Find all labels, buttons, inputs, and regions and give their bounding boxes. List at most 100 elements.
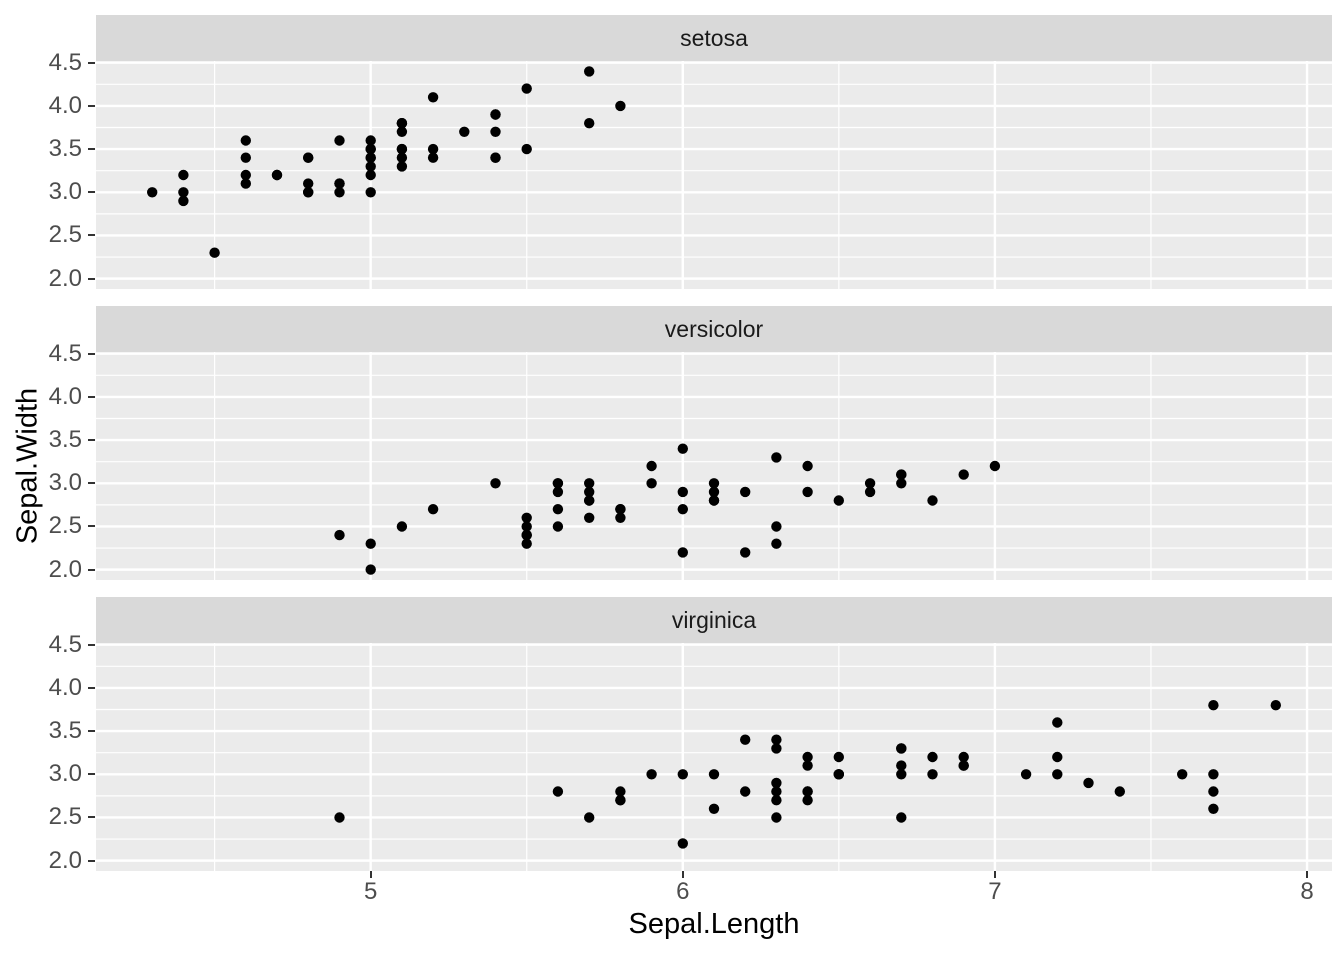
- data-point: [365, 143, 376, 155]
- data-point: [178, 195, 189, 207]
- data-point: [677, 486, 688, 498]
- y-tick-mark: [88, 104, 95, 107]
- data-point: [771, 538, 782, 549]
- data-point: [490, 126, 501, 137]
- data-point: [615, 795, 626, 806]
- data-point: [303, 152, 314, 163]
- data-point: [1270, 700, 1282, 711]
- facet-panel-versicolor: [96, 352, 1332, 580]
- data-point: [240, 169, 251, 181]
- data-point: [646, 769, 657, 780]
- data-point: [521, 529, 532, 541]
- data-point: [334, 187, 345, 198]
- data-point: [1177, 769, 1188, 780]
- data-point: [334, 135, 345, 146]
- y-tick-mark: [88, 234, 95, 237]
- data-point: [740, 786, 751, 797]
- data-point: [771, 452, 782, 463]
- y-tick-mark: [88, 191, 95, 194]
- data-point: [677, 443, 688, 454]
- data-point: [365, 135, 376, 146]
- data-point: [927, 769, 938, 780]
- x-tick-mark: [369, 871, 372, 878]
- data-point: [427, 152, 439, 163]
- data-point: [427, 143, 439, 155]
- gridlines-major: [96, 643, 1332, 871]
- data-point: [615, 504, 626, 515]
- data-point: [396, 161, 408, 172]
- data-point: [677, 547, 688, 558]
- data-point: [396, 521, 408, 532]
- facet-strip-label: versicolor: [664, 315, 764, 342]
- data-point: [521, 512, 532, 523]
- data-point: [771, 734, 782, 745]
- data-point: [708, 769, 720, 780]
- x-tick-label: 7: [988, 878, 1002, 905]
- facet-strip-label: setosa: [680, 24, 748, 51]
- y-tick-label: 2.0: [48, 846, 82, 874]
- data-point: [1208, 786, 1219, 797]
- data-point: [927, 495, 938, 506]
- gridlines-minor: [96, 643, 1332, 871]
- data-point: [802, 486, 813, 498]
- facet-panel-setosa: [96, 61, 1332, 289]
- data-point: [365, 169, 376, 181]
- data-point: [864, 486, 876, 498]
- data-point: [240, 178, 251, 189]
- data-point: [896, 760, 907, 771]
- data-point: [1208, 700, 1219, 711]
- data-point: [396, 143, 408, 155]
- data-point: [396, 152, 408, 163]
- y-tick-label: 2.0: [48, 555, 82, 583]
- data-point: [802, 460, 813, 472]
- points-setosa: [147, 66, 626, 258]
- data-point: [1020, 769, 1032, 780]
- data-point: [802, 751, 813, 763]
- facet-strip-label: virginica: [671, 606, 757, 633]
- data-point: [958, 469, 969, 480]
- y-tick-label: 3.5: [48, 426, 82, 454]
- data-point: [521, 521, 532, 532]
- x-tick-label: 5: [363, 878, 378, 905]
- data-point: [334, 178, 345, 189]
- panel-background: [96, 352, 1332, 580]
- y-tick-label: 3.0: [48, 178, 82, 206]
- data-point: [771, 812, 782, 823]
- y-tick-label: 3.0: [48, 469, 82, 497]
- data-point: [958, 751, 969, 763]
- data-point: [178, 169, 189, 181]
- panel-background: [96, 643, 1332, 871]
- data-point: [584, 495, 595, 506]
- data-point: [771, 777, 782, 789]
- gridlines-major: [96, 61, 1332, 289]
- y-tick-mark: [88, 568, 95, 571]
- y-tick-mark: [88, 148, 95, 151]
- y-tick-label: 4.5: [48, 630, 82, 658]
- data-point: [771, 743, 782, 754]
- data-point: [740, 734, 751, 745]
- data-point: [833, 751, 844, 763]
- data-point: [303, 178, 314, 189]
- data-point: [396, 118, 408, 129]
- data-point: [864, 478, 876, 489]
- data-point: [365, 564, 376, 575]
- data-point: [740, 486, 751, 498]
- data-point: [896, 743, 907, 754]
- data-point: [1052, 751, 1063, 763]
- y-tick-label: 4.5: [48, 339, 82, 367]
- y-tick-mark: [88, 686, 95, 689]
- data-point: [1052, 769, 1063, 780]
- data-point: [802, 760, 813, 771]
- y-tick-mark: [88, 277, 95, 280]
- data-point: [615, 786, 626, 797]
- data-point: [303, 187, 314, 198]
- data-point: [740, 547, 751, 558]
- data-point: [521, 143, 532, 155]
- data-point: [1083, 777, 1094, 789]
- data-point: [1208, 769, 1219, 780]
- data-point: [646, 460, 657, 472]
- y-tick-mark: [88, 816, 95, 819]
- data-point: [490, 478, 501, 489]
- data-point: [896, 478, 907, 489]
